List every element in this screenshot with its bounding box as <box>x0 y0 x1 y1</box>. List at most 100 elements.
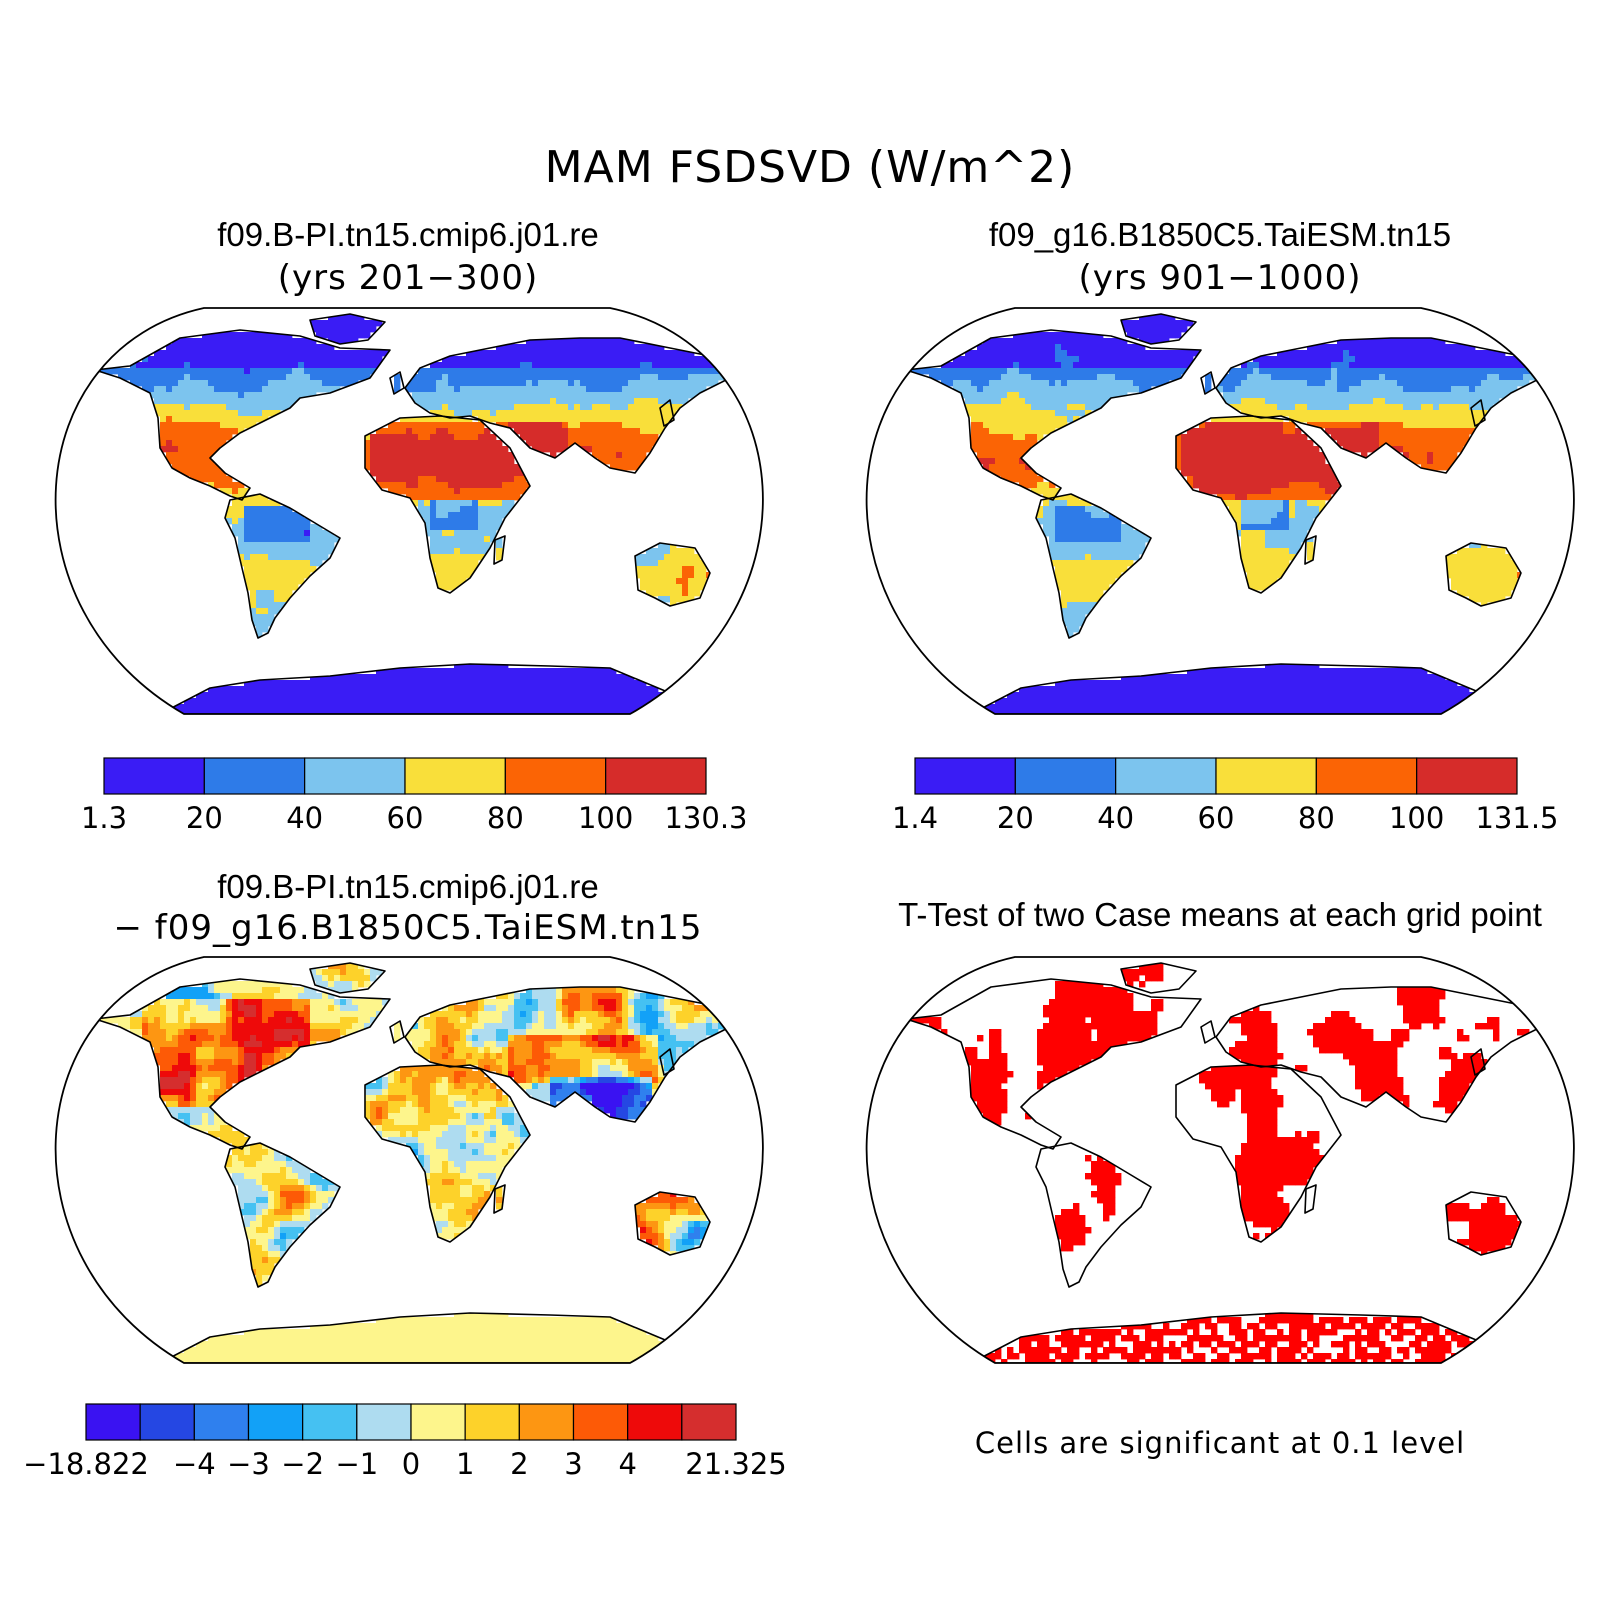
coastlines <box>905 962 1542 1363</box>
colorbar-box <box>518 1403 575 1441</box>
coastline-greenland <box>1120 962 1197 994</box>
coastline-greenland <box>309 962 386 994</box>
colorbar-box <box>572 1403 629 1441</box>
colorbar-box <box>627 1403 683 1441</box>
coastline-uk <box>1200 1020 1216 1044</box>
coastline-japan <box>659 1048 675 1076</box>
coastline-europeAsia <box>404 986 731 1123</box>
colorbar-diff: −18.822 −4 −3 −2 −1 0 1 2 3 4 21.325 <box>23 1403 787 1481</box>
land-field <box>100 314 730 714</box>
colorbar-tick-label: 3 <box>564 1447 582 1481</box>
panel-diff-title: f09.B-PI.tn15.cmip6.j01.re <box>217 868 599 905</box>
colorbar-tick-label: 130.3 <box>664 801 747 835</box>
colorbar-box <box>302 1403 358 1441</box>
colorbar-box <box>203 757 306 795</box>
colorbar-tick-label: 1.3 <box>81 801 127 835</box>
colorbar-tick-label: 40 <box>286 801 323 835</box>
land-field <box>911 963 1530 1363</box>
colorbar-box <box>85 1403 141 1441</box>
colorbar-box <box>103 757 205 795</box>
coastline-southAmerica <box>224 493 341 639</box>
colorbar-box <box>1014 757 1117 795</box>
coastline-japan <box>1470 399 1486 427</box>
colorbar-tick-label: −3 <box>227 1447 270 1481</box>
colorbar-tick-label: 60 <box>1198 801 1235 835</box>
colorbar-tick-label: −4 <box>173 1447 216 1481</box>
map-diff <box>54 956 764 1364</box>
coastline-europeAsia <box>1215 337 1542 474</box>
colorbar-box <box>356 1403 412 1441</box>
coastline-europeAsia <box>404 337 731 474</box>
coastline-australia <box>1445 1191 1522 1256</box>
coastline-greenland <box>309 313 386 345</box>
coastline-australia <box>1445 542 1522 607</box>
colorbar-tick-label: 80 <box>487 801 524 835</box>
map-frame <box>865 307 1575 715</box>
coastline-madagascar <box>493 1184 506 1214</box>
map-frame <box>865 956 1575 1364</box>
coastline-southAmerica <box>1035 493 1152 639</box>
colorbar-box <box>681 1403 737 1441</box>
colorbar-tick-label: 0 <box>402 1447 420 1481</box>
coastline-japan <box>1470 1048 1486 1076</box>
colorbar-tick-label: 40 <box>1097 801 1134 835</box>
map-case1 <box>54 307 764 715</box>
colorbar-tick-label: −2 <box>281 1447 324 1481</box>
coastline-africa <box>364 415 531 594</box>
colorbar-box <box>464 1403 520 1441</box>
colorbar-box <box>1115 757 1217 795</box>
colorbar-box <box>605 757 707 795</box>
colorbar-tick-label: 20 <box>186 801 223 835</box>
panel-ttest-title: T-Test of two Case means at each grid po… <box>898 896 1542 933</box>
colorbar-box <box>1215 757 1317 795</box>
land-field <box>911 314 1541 714</box>
colorbar-box <box>1416 757 1518 795</box>
colorbar-tick-label: 4 <box>618 1447 636 1481</box>
coastline-australia <box>634 1191 711 1256</box>
field-layer <box>905 313 1542 714</box>
panel-diff-subtitle: − f09_g16.B1850C5.TaiESM.tn15 <box>113 908 703 948</box>
map-case2 <box>865 307 1575 715</box>
colorbar-tick-label: 80 <box>1298 801 1335 835</box>
coastline-africa <box>364 1064 531 1243</box>
panel-case1-years: (yrs 201−300) <box>277 258 539 298</box>
panel-case2-years: (yrs 901−1000) <box>1078 258 1362 298</box>
land-field <box>100 963 730 1363</box>
coastline-madagascar <box>1304 1184 1317 1214</box>
coastline-northAmerica <box>905 329 1202 501</box>
colorbar-box <box>139 1403 195 1441</box>
coastline-europeAsia <box>1215 986 1542 1123</box>
colorbar-tick-label: 2 <box>510 1447 528 1481</box>
coastline-africa <box>1175 1064 1342 1243</box>
colorbar-tick-label: 100 <box>578 801 633 835</box>
panel-case2-title: f09_g16.B1850C5.TaiESM.tn15 <box>988 216 1452 253</box>
colorbar-tick-label: 1 <box>456 1447 474 1481</box>
colorbar-tick-label: −1 <box>335 1447 378 1481</box>
coastline-northAmerica <box>94 329 391 501</box>
colorbar-box <box>404 757 506 795</box>
colorbar-box <box>247 1403 304 1441</box>
colorbar-box <box>193 1403 250 1441</box>
coastline-southAmerica <box>224 1142 341 1288</box>
coastline-australia <box>634 542 711 607</box>
colorbar-case2: 1.4 20 40 60 80 100 131.5 <box>892 757 1559 835</box>
coastline-japan <box>659 399 675 427</box>
coastline-northAmerica <box>94 978 391 1150</box>
colorbar-tick-label: 100 <box>1389 801 1444 835</box>
colorbar-tick-label: 60 <box>387 801 424 835</box>
map-frame <box>54 307 764 715</box>
coastline-uk <box>389 1020 405 1044</box>
coastline-northAmerica <box>905 978 1202 1150</box>
coastline-greenland <box>1120 313 1197 345</box>
coastline-southAmerica <box>1035 1142 1152 1288</box>
figure-title: MAM FSDSVD (W/m^2) <box>544 142 1076 193</box>
field-layer <box>905 962 1542 1363</box>
colorbar-tick-label: 1.4 <box>892 801 938 835</box>
colorbar-box <box>1315 757 1418 795</box>
colorbar-case1: 1.3 20 40 60 80 100 130.3 <box>81 757 748 835</box>
coastline-uk <box>389 371 405 395</box>
field-layer <box>94 313 731 714</box>
coastline-uk <box>1200 371 1216 395</box>
colorbar-box <box>304 757 406 795</box>
colorbar-box <box>914 757 1016 795</box>
